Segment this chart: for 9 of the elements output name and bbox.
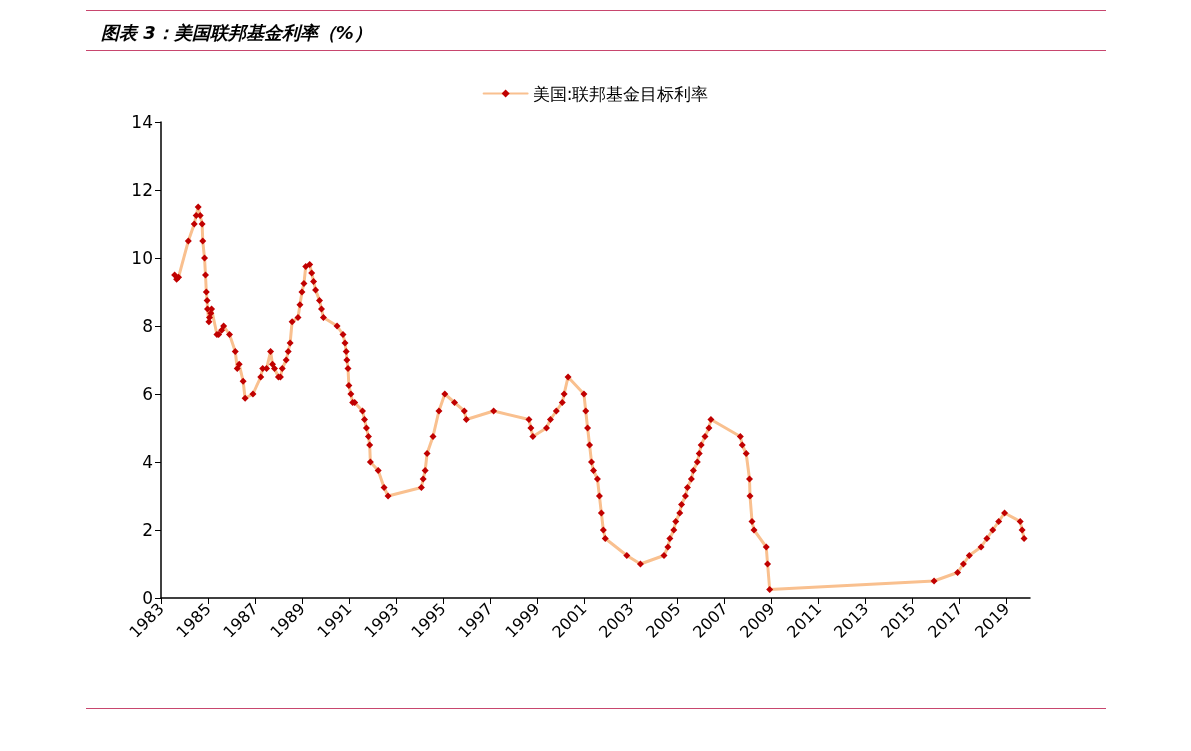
y-tick-label: 8 [142,316,153,336]
chart-title: 图表 3：美国联邦基金利率（%） [101,21,372,43]
y-tick-label: 2 [142,520,153,540]
y-tick-label: 4 [142,452,153,472]
y-tick-label: 10 [131,248,153,268]
y-tick-label: 12 [131,180,153,200]
y-tick-label: 6 [142,384,153,404]
legend-label: 美国:联邦基金目标利率 [532,83,709,104]
y-tick-label: 14 [131,112,153,132]
